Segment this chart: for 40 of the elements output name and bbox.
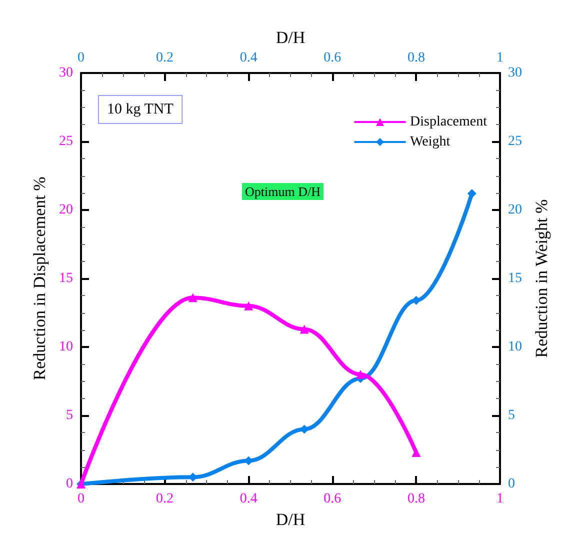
x-tick-label: 0.8 xyxy=(407,492,425,506)
x-axis-title: D/H xyxy=(276,510,306,529)
point xyxy=(300,324,309,334)
x2-tick-label: 0 xyxy=(78,50,84,66)
x-tick-label: 0.4 xyxy=(240,492,258,506)
y2-tick-label: 25 xyxy=(508,134,522,149)
legend-label: Weight xyxy=(410,134,450,150)
point xyxy=(188,293,198,302)
y2-tick-label: 15 xyxy=(508,271,522,286)
point xyxy=(244,301,254,310)
x2-axis-title: D/H xyxy=(276,28,306,48)
y2-tick-label: 10 xyxy=(508,340,522,354)
point xyxy=(467,189,476,198)
annotation: Optimum D/H xyxy=(245,184,320,199)
x-tick-label: 1 xyxy=(496,492,504,506)
x2-tick-label: 0.4 xyxy=(240,50,258,66)
y-tick-label: 5 xyxy=(66,408,73,423)
y-axis-title: Reduction in Displacement % xyxy=(30,176,50,380)
x2-tick-label: 0.6 xyxy=(324,50,342,66)
y2-axis-title: Reduction in Weight % xyxy=(532,199,551,358)
point xyxy=(356,370,365,379)
y-tick-label: 15 xyxy=(59,271,73,286)
x-tick-label: 0 xyxy=(78,492,84,506)
x-tick-label: 0.2 xyxy=(156,492,174,506)
y2-tick-label: 5 xyxy=(508,408,515,423)
y-tick-label: 25 xyxy=(59,134,73,149)
y-tick-label: 10 xyxy=(59,340,73,354)
y-tick-label: 20 xyxy=(59,202,73,218)
x-tick-label: 0.6 xyxy=(324,492,342,506)
y2-tick-label: 0 xyxy=(508,476,515,492)
x2-tick-label: 0.2 xyxy=(156,50,174,66)
x2-tick-label: 1 xyxy=(496,50,504,66)
y-tick-label: 0 xyxy=(66,476,73,492)
annotation: 10 kg TNT xyxy=(107,102,174,118)
y2-tick-label: 30 xyxy=(508,66,522,80)
point xyxy=(412,448,421,457)
legend-label: Displacement xyxy=(410,114,488,130)
x2-tick-label: 0.8 xyxy=(407,50,425,66)
y-tick-label: 30 xyxy=(59,66,73,80)
y2-tick-label: 20 xyxy=(508,202,522,218)
